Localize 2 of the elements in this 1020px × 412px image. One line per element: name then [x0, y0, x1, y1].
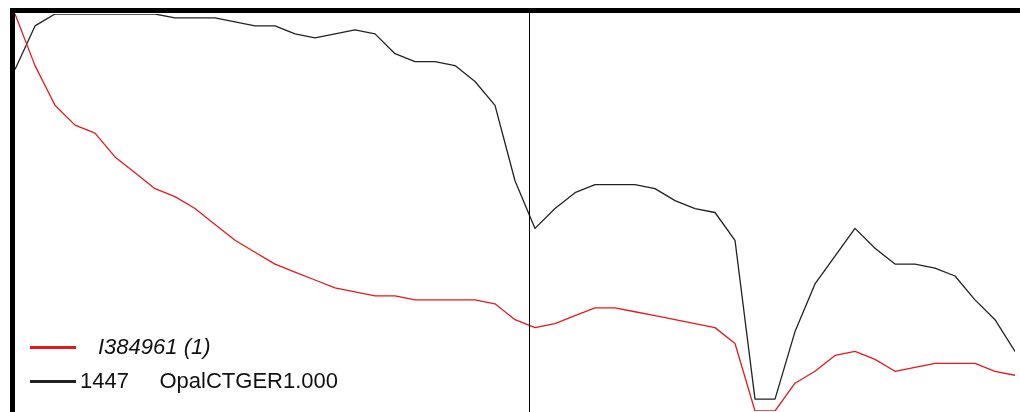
legend-label: I384961 (1) [98, 334, 211, 360]
legend-label: 1447 OpalCTGER1.000 [80, 368, 339, 394]
